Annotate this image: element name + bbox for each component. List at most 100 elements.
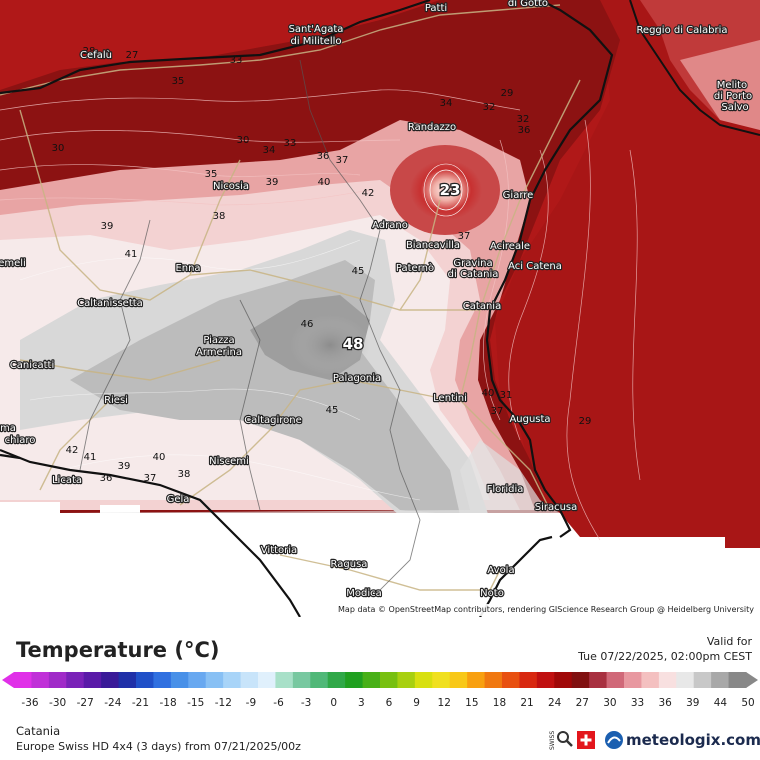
place-label[interactable]: di Catania bbox=[446, 268, 499, 281]
scale-swatch bbox=[571, 672, 590, 688]
valid-time-block: Valid for Tue 07/22/2025, 02:00pm CEST bbox=[578, 634, 752, 664]
roads bbox=[0, 4, 581, 591]
scale-swatch bbox=[83, 672, 102, 688]
legend-title: Temperature (°C) bbox=[16, 638, 220, 662]
scale-swatch bbox=[432, 672, 451, 688]
scale-tick-label: 0 bbox=[330, 697, 338, 709]
place-label[interactable]: di Militello bbox=[289, 35, 342, 48]
place-label[interactable]: Biancavilla bbox=[405, 239, 462, 252]
isotherm-label: 37 bbox=[336, 155, 349, 166]
place-label[interactable]: Modica bbox=[345, 587, 383, 600]
place-label[interactable]: Catania bbox=[462, 300, 503, 313]
isotherm-label: 28 bbox=[83, 46, 96, 57]
place-label[interactable]: Ragusa bbox=[329, 558, 368, 571]
place-label[interactable]: Palagonia bbox=[332, 372, 383, 385]
place-label[interactable]: Gravina bbox=[452, 257, 494, 270]
place-label[interactable]: Cefalù bbox=[79, 48, 113, 62]
isotherm-label: 36 bbox=[100, 473, 113, 484]
isotherm-label: 32 bbox=[517, 114, 530, 125]
swiss-flag-icon bbox=[577, 731, 595, 749]
scale-swatch bbox=[310, 672, 329, 688]
scale-swatch bbox=[624, 672, 642, 688]
coastline bbox=[0, 0, 614, 617]
scale-swatch bbox=[606, 672, 625, 688]
place-label[interactable]: Floridia bbox=[485, 483, 524, 496]
scale-swatch bbox=[484, 672, 503, 688]
isotherm-label: 33 bbox=[230, 55, 243, 66]
place-label[interactable]: Patti bbox=[424, 2, 449, 15]
place-label[interactable]: Siracusa bbox=[534, 501, 579, 514]
isotherm-label: 46 bbox=[301, 319, 314, 330]
place-label[interactable]: Lentini bbox=[432, 392, 468, 405]
scale-tick-label: 18 bbox=[492, 697, 507, 709]
scale-tick-label: 21 bbox=[520, 697, 534, 709]
place-label[interactable]: Enna bbox=[174, 262, 202, 275]
scale-max-arrow bbox=[746, 672, 758, 688]
place-label[interactable]: Randazzo bbox=[407, 121, 458, 134]
place-label[interactable]: Canicatti bbox=[9, 359, 56, 372]
scale-swatch bbox=[711, 672, 730, 688]
place-label[interactable]: Gela bbox=[165, 493, 190, 506]
scale-tick-label: -24 bbox=[104, 697, 122, 709]
scale-tick-label: 33 bbox=[630, 697, 645, 709]
scale-tick-label: 9 bbox=[413, 697, 420, 709]
scale-swatch bbox=[519, 672, 538, 688]
location-name: Catania bbox=[16, 724, 61, 738]
scale-tick-label: -3 bbox=[300, 697, 312, 709]
place-label[interactable]: emeli bbox=[0, 257, 27, 270]
scale-tick-label: 44 bbox=[713, 697, 728, 709]
place-label[interactable]: Reggio di Calabria bbox=[635, 24, 729, 37]
place-label[interactable]: Caltanissetta bbox=[76, 297, 144, 310]
place-label[interactable]: Niscemi bbox=[208, 455, 250, 468]
scale-tick-label: -9 bbox=[245, 697, 257, 709]
province-borders bbox=[79, 59, 421, 591]
color-scale-bar bbox=[0, 670, 760, 690]
svg-text:SWISS HD: SWISS HD bbox=[549, 731, 556, 750]
place-label[interactable]: Salvo bbox=[720, 101, 750, 114]
isotherm-label: 38 bbox=[178, 469, 191, 480]
scale-swatch bbox=[589, 672, 608, 688]
isotherm-label: 40 bbox=[153, 452, 166, 463]
extreme-value-label: 48 bbox=[343, 335, 364, 353]
place-label[interactable]: di Gotto bbox=[507, 0, 550, 10]
scale-tick-label: -30 bbox=[49, 697, 67, 709]
place-label[interactable]: Vittoria bbox=[260, 544, 299, 557]
place-label[interactable]: ma bbox=[0, 422, 17, 435]
isotherm-label: 31 bbox=[500, 390, 513, 401]
swiss-hd-icon: SWISS HD bbox=[545, 719, 557, 751]
place-label[interactable]: Aci Catena bbox=[507, 260, 563, 273]
isotherm-label: 30 bbox=[52, 143, 65, 154]
scale-swatch bbox=[48, 672, 67, 688]
place-label[interactable]: Licata bbox=[51, 474, 83, 487]
place-label[interactable]: Nicosia bbox=[212, 180, 250, 193]
place-label[interactable]: Avola bbox=[486, 564, 516, 577]
place-label[interactable]: Augusta bbox=[508, 413, 552, 426]
scale-swatch bbox=[153, 672, 172, 688]
place-label[interactable]: Riesi bbox=[103, 394, 129, 407]
search-zoom-icon[interactable] bbox=[556, 730, 574, 748]
scale-swatch bbox=[676, 672, 695, 688]
place-label[interactable]: Piazza bbox=[202, 334, 236, 347]
scale-swatch bbox=[101, 672, 120, 688]
place-label[interactable]: Paternò bbox=[395, 261, 436, 275]
isotherm-label: 35 bbox=[172, 76, 185, 87]
place-label[interactable]: Adrano bbox=[371, 219, 409, 232]
place-label[interactable]: chiaro bbox=[3, 434, 36, 447]
extreme-value-label: 23 bbox=[440, 181, 461, 199]
place-label[interactable]: Melito bbox=[716, 79, 749, 92]
scale-swatch bbox=[14, 672, 32, 688]
scale-tick-label: 6 bbox=[385, 697, 393, 709]
place-label[interactable]: Armerina bbox=[195, 346, 243, 359]
model-run: Europe Swiss HD 4x4 (3 days) from 07/21/… bbox=[16, 740, 301, 753]
scale-swatch bbox=[554, 672, 573, 688]
isotherm-label: 42 bbox=[66, 445, 79, 456]
place-label[interactable]: Acireale bbox=[489, 240, 531, 253]
place-label[interactable]: Sant'Agata bbox=[287, 23, 344, 36]
place-label[interactable]: di Porto bbox=[713, 90, 754, 103]
isotherm-label: 35 bbox=[205, 169, 218, 180]
place-label[interactable]: Caltagirone bbox=[243, 414, 303, 427]
temperature-map[interactable]: 28 27 33 35 29 34 32 32 36 30 34 33 30 36 37 35 39 40 42 38… bbox=[0, 0, 760, 617]
place-label[interactable]: Giarre bbox=[501, 189, 534, 202]
place-label[interactable]: Noto bbox=[479, 587, 505, 600]
brand-name[interactable]: meteologix.com bbox=[626, 731, 760, 749]
